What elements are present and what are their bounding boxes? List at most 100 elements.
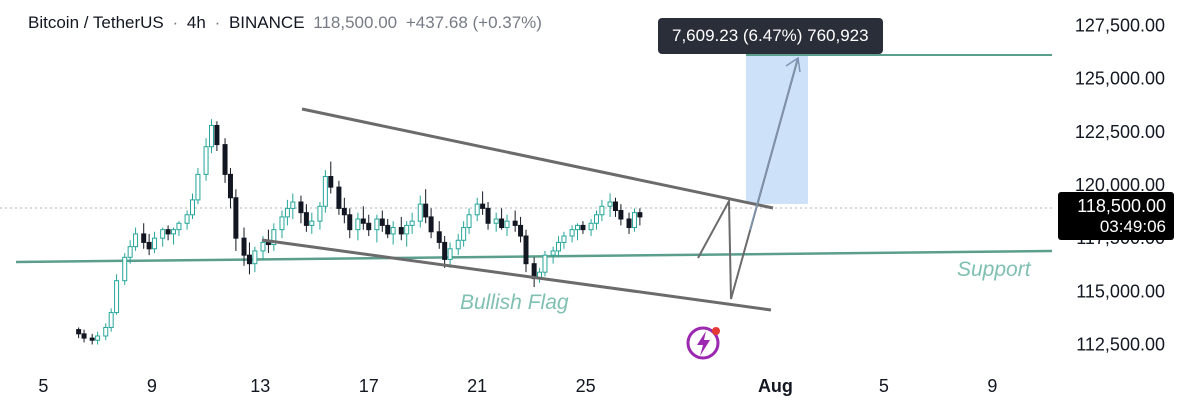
candle (542, 250, 548, 277)
candle-body (442, 241, 448, 260)
support-label: Support (957, 258, 1032, 281)
candle-body (76, 329, 82, 335)
candle-body (146, 241, 152, 250)
candle (455, 233, 461, 256)
symbol-header: Bitcoin / TetherUS · 4h · BINANCE 118,50… (28, 13, 546, 33)
candle-body (612, 201, 618, 212)
y-tick-label: 122,500.00 (1075, 122, 1165, 142)
candle-body (409, 220, 415, 226)
candle-body (580, 224, 586, 231)
candle (480, 191, 486, 215)
candle-body (341, 207, 347, 216)
candle (360, 206, 366, 230)
candle-body (265, 241, 271, 246)
candle-body (309, 220, 315, 226)
candle-body (423, 203, 429, 218)
candle-body (385, 224, 391, 235)
candle (290, 193, 296, 220)
candle-body (575, 224, 581, 231)
candle (537, 267, 543, 283)
candle-body (298, 201, 304, 214)
candle (366, 214, 372, 237)
candle-body (103, 326, 109, 337)
price-change: +437.68 (+0.37%) (405, 13, 542, 32)
symbol-name[interactable]: Bitcoin / TetherUS (28, 13, 164, 32)
candle (618, 204, 624, 226)
candle (241, 227, 247, 266)
candle-body (284, 207, 290, 218)
candle (428, 208, 434, 239)
candle-body (569, 229, 575, 237)
candle (409, 212, 415, 234)
candle (336, 180, 342, 215)
candle-body (556, 241, 562, 252)
candle-body (637, 212, 643, 218)
candle (108, 308, 114, 332)
candle-body (246, 254, 252, 265)
x-tick-label: 21 (467, 376, 487, 396)
candle-body (152, 237, 158, 250)
last-price: 118,500.00 (313, 13, 398, 32)
candle-body (518, 224, 524, 237)
candle (81, 329, 87, 343)
y-axis: 112,500.00115,000.00117,500.00120,000.00… (1075, 16, 1165, 355)
candle-body (214, 124, 220, 146)
candle (133, 227, 139, 251)
candle-body (165, 229, 171, 235)
candle-body (89, 337, 95, 341)
candle (512, 210, 518, 232)
candle (575, 223, 581, 241)
candle-body (328, 175, 334, 188)
candle (599, 199, 605, 222)
candle-body (428, 216, 434, 233)
candle (556, 236, 562, 258)
candle-body (542, 254, 548, 273)
candle (466, 208, 472, 234)
candle (317, 202, 323, 230)
candle (103, 323, 109, 341)
candle (531, 257, 537, 288)
candle-body (176, 222, 182, 231)
projection-arrow-shaft (749, 57, 799, 231)
candle-body (523, 235, 529, 265)
candle-body (241, 237, 247, 256)
candle (298, 195, 304, 224)
candlestick-series (76, 119, 643, 345)
x-tick-label: 9 (987, 376, 997, 396)
support-line (15, 249, 1053, 264)
candle (485, 202, 491, 230)
candle (233, 189, 239, 251)
candle-body (485, 207, 491, 224)
candle (152, 231, 158, 254)
current-price-value: 118,500.00 (1077, 196, 1166, 216)
candle (347, 208, 353, 239)
candle-body (203, 146, 209, 175)
candle (447, 242, 453, 268)
candle-body (390, 227, 396, 235)
interval-label[interactable]: 4h (186, 13, 206, 32)
lightning-icon[interactable] (686, 326, 720, 360)
candle-body (260, 241, 266, 252)
candle (303, 204, 309, 232)
y-tick-label: 120,000.00 (1075, 175, 1165, 195)
candle-body (626, 218, 632, 229)
candle (76, 327, 82, 339)
candle-body (336, 186, 342, 209)
flag-upper-line (301, 107, 774, 210)
candle (176, 221, 182, 237)
candle-body (195, 173, 201, 201)
projection-arrowhead (785, 56, 801, 73)
header-separator-2: · (214, 13, 221, 32)
candle (436, 221, 442, 249)
target-zone (746, 55, 808, 204)
candle-body (222, 144, 228, 175)
candle (141, 223, 147, 249)
candle-body (279, 216, 285, 231)
candle (214, 121, 220, 151)
candle (518, 216, 524, 243)
candle (279, 210, 285, 239)
candle-body (561, 235, 567, 243)
candle (252, 246, 258, 273)
candle-body (417, 203, 423, 222)
